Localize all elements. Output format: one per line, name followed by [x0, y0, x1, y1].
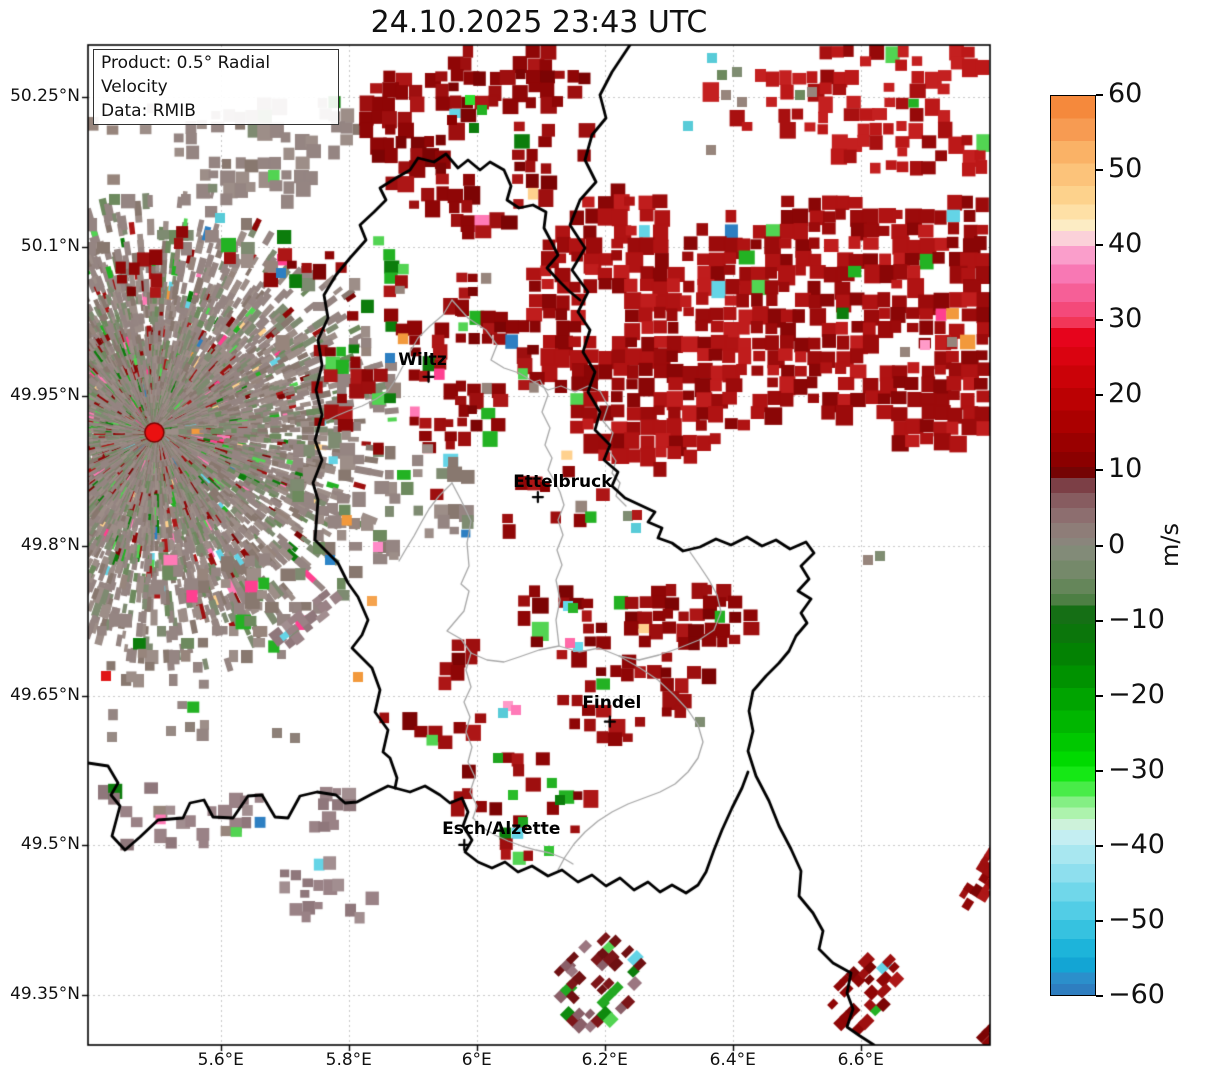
y-tick-label: 49.35°N	[10, 984, 80, 1005]
colorbar-tick-label: 10	[1108, 453, 1143, 485]
colorbar-tick	[1096, 844, 1103, 847]
city-label: Wiltz	[398, 349, 447, 370]
colorbar-tick-label: −30	[1108, 753, 1165, 785]
x-tick-label: 5.8°E	[325, 1050, 372, 1070]
colorbar-tick	[1096, 469, 1103, 472]
x-tick-label: 6.2°E	[581, 1050, 628, 1070]
product-info-box: Product: 0.5° Radial Velocity Data: RMIB	[93, 49, 339, 125]
x-tick-label: 6.4°E	[709, 1050, 756, 1070]
colorbar-tick-label: −20	[1108, 678, 1165, 710]
colorbar-tick	[1096, 244, 1103, 247]
colorbar-tick-label: 40	[1108, 228, 1143, 260]
product-label: Product: 0.5° Radial Velocity	[101, 53, 271, 97]
colorbar-tick	[1096, 319, 1103, 322]
colorbar-tick	[1096, 694, 1103, 697]
colorbar-tick	[1096, 394, 1103, 397]
colorbar	[1050, 95, 1096, 996]
y-tick-label: 49.5°N	[20, 834, 80, 855]
colorbar-gradient	[1051, 96, 1095, 995]
colorbar-tick	[1096, 919, 1103, 922]
colorbar-tick-label: −50	[1108, 903, 1165, 935]
colorbar-tick-label: −60	[1108, 979, 1165, 1010]
colorbar-tick-label: −40	[1108, 828, 1165, 860]
city-label: Findel	[582, 692, 642, 713]
colorbar-tick-label: 30	[1108, 303, 1143, 335]
page-title: 24.10.2025 23:43 UTC	[370, 5, 708, 40]
city-label: Esch/Alzette	[442, 818, 561, 839]
colorbar-tick-label: −10	[1108, 603, 1165, 635]
colorbar-tick	[1096, 544, 1103, 547]
x-tick-label: 6°E	[461, 1050, 492, 1070]
colorbar-tick	[1096, 995, 1103, 997]
colorbar-tick	[1096, 769, 1103, 772]
colorbar-tick-label: 20	[1108, 378, 1143, 410]
colorbar-unit-label: m/s	[1156, 523, 1184, 567]
y-tick-label: 49.8°N	[20, 534, 80, 555]
colorbar-tick-label: 50	[1108, 153, 1143, 185]
data-source-label: Data: RMIB	[101, 101, 196, 121]
x-tick-label: 5.6°E	[197, 1050, 244, 1070]
colorbar-tick-label: 0	[1108, 528, 1126, 560]
y-tick-label: 49.65°N	[10, 684, 80, 705]
colorbar-tick-label: 60	[1108, 78, 1143, 109]
y-tick-label: 49.95°N	[10, 385, 80, 406]
colorbar-tick	[1096, 94, 1103, 96]
colorbar-tick	[1096, 169, 1103, 172]
y-tick-label: 50.25°N	[10, 85, 80, 106]
y-tick-label: 50.1°N	[20, 235, 80, 256]
x-tick-label: 6.6°E	[837, 1050, 884, 1070]
colorbar-tick	[1096, 619, 1103, 622]
city-label: Ettelbruck	[513, 472, 613, 493]
